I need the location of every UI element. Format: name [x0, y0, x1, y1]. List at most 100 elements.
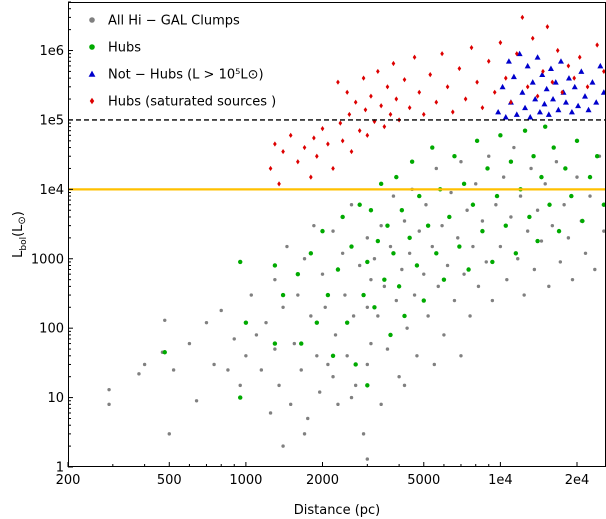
- data-point: [365, 383, 370, 388]
- legend-item-1: Hubs: [89, 41, 141, 56]
- data-point: [595, 42, 599, 48]
- data-point: [469, 45, 474, 51]
- data-point: [476, 284, 481, 289]
- data-point: [425, 223, 431, 228]
- data-point: [512, 145, 516, 150]
- data-point: [417, 193, 422, 199]
- y-tick-label: 1e5: [39, 113, 64, 128]
- data-point: [593, 267, 597, 272]
- y-axis-title: Lbol(L⊙): [11, 211, 29, 258]
- data-point: [388, 111, 393, 118]
- x-tick-label: 200: [56, 473, 81, 488]
- data-point: [254, 333, 259, 337]
- data-point: [238, 383, 242, 388]
- data-point: [107, 387, 111, 392]
- data-point: [349, 244, 354, 249]
- data-point: [244, 354, 248, 358]
- data-point: [331, 374, 335, 379]
- data-points: [107, 14, 606, 461]
- data-point: [345, 89, 349, 95]
- data-point: [379, 223, 383, 228]
- data-point: [394, 96, 399, 102]
- data-point: [462, 272, 466, 276]
- data-point: [280, 292, 286, 298]
- data-point: [345, 354, 349, 358]
- data-point: [273, 141, 277, 147]
- data-point: [309, 314, 313, 318]
- x-tick-label: 2e4: [565, 473, 590, 488]
- data-point: [432, 362, 437, 367]
- data-point: [259, 368, 264, 372]
- data-point: [336, 79, 340, 85]
- data-point: [365, 259, 370, 265]
- data-point: [513, 251, 519, 256]
- data-point: [498, 133, 503, 138]
- data-point: [571, 83, 578, 90]
- data-point: [474, 182, 478, 186]
- data-point: [312, 223, 316, 228]
- data-point: [421, 298, 426, 303]
- data-point: [459, 354, 463, 358]
- data-point: [402, 383, 407, 388]
- data-point: [292, 341, 297, 346]
- data-point: [532, 267, 537, 272]
- data-point: [442, 333, 446, 337]
- data-point: [226, 368, 230, 372]
- data-point: [525, 229, 530, 233]
- data-point: [555, 106, 562, 113]
- data-point: [466, 267, 471, 272]
- data-point: [522, 128, 528, 133]
- data-point: [385, 223, 390, 228]
- y-title-sub: bol: [19, 237, 29, 251]
- legend: All Hi − GAL Clumps Hubs Not − Hubs (L > 1…: [88, 14, 276, 110]
- data-point: [289, 402, 293, 407]
- data-point: [351, 314, 356, 318]
- data-point: [522, 104, 529, 111]
- data-point: [162, 350, 167, 355]
- data-point: [204, 320, 209, 325]
- y-tick-label: 1000: [31, 252, 64, 267]
- data-point: [414, 263, 420, 268]
- data-point: [510, 73, 517, 80]
- data-point: [501, 175, 506, 179]
- legend-marker: [89, 44, 95, 50]
- data-point: [335, 267, 341, 272]
- y-axis-ticks: 1 10 100 1000 1e4 1e5 1e6: [31, 1, 73, 476]
- data-point: [424, 203, 428, 207]
- data-point: [330, 353, 336, 358]
- data-point: [597, 62, 604, 69]
- data-point: [539, 239, 544, 243]
- y-tick-label: 1e4: [39, 183, 64, 198]
- data-point: [450, 109, 455, 115]
- data-point: [288, 132, 293, 138]
- data-point: [475, 79, 479, 85]
- series-2: [495, 50, 606, 120]
- data-point: [378, 181, 384, 187]
- data-point: [320, 126, 325, 132]
- x-tick-label: 1000: [229, 473, 262, 488]
- data-point: [480, 228, 485, 234]
- data-point: [421, 111, 426, 118]
- data-point: [503, 223, 508, 228]
- data-point: [347, 111, 352, 118]
- data-point: [357, 202, 362, 207]
- data-point: [532, 96, 539, 102]
- data-point: [541, 100, 548, 107]
- data-point: [315, 354, 319, 358]
- data-point: [394, 298, 399, 303]
- data-point: [531, 154, 536, 159]
- data-point: [556, 228, 562, 234]
- data-point: [325, 292, 331, 298]
- data-point: [402, 313, 407, 319]
- data-point: [302, 432, 307, 436]
- data-point: [219, 308, 223, 313]
- data-point: [539, 174, 544, 180]
- data-point: [519, 89, 526, 95]
- data-point: [296, 159, 300, 165]
- data-point: [353, 99, 358, 105]
- data-point: [461, 181, 467, 187]
- data-point: [578, 68, 585, 74]
- data-point: [485, 166, 490, 171]
- data-point: [434, 166, 439, 171]
- data-point: [554, 160, 559, 164]
